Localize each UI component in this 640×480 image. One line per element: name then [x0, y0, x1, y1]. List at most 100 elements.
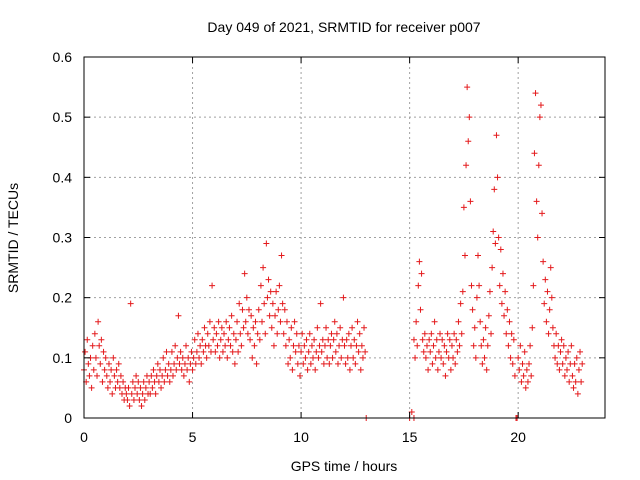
- data-point: [553, 330, 560, 337]
- data-point: [114, 378, 121, 385]
- data-point: [574, 390, 581, 397]
- data-point: [501, 312, 508, 319]
- data-point: [147, 390, 154, 397]
- data-point: [308, 342, 315, 349]
- data-point: [192, 360, 199, 367]
- data-point: [219, 348, 226, 355]
- data-point: [187, 360, 194, 367]
- data-point: [165, 360, 172, 367]
- data-point: [499, 270, 506, 277]
- data-point: [488, 330, 495, 337]
- data-point: [124, 396, 131, 403]
- data-point: [154, 360, 161, 367]
- data-point: [348, 342, 355, 349]
- data-point: [86, 372, 93, 379]
- data-point: [338, 354, 345, 361]
- data-point: [358, 342, 365, 349]
- data-point: [312, 366, 319, 373]
- data-point: [533, 198, 540, 205]
- data-point: [269, 300, 276, 307]
- data-point: [361, 324, 368, 331]
- data-point: [467, 198, 474, 205]
- data-point: [204, 330, 211, 337]
- data-point: [446, 336, 453, 343]
- data-point: [307, 360, 314, 367]
- data-point: [420, 348, 427, 355]
- data-point: [247, 336, 254, 343]
- data-point: [524, 378, 531, 385]
- data-point: [105, 360, 112, 367]
- data-point: [558, 336, 565, 343]
- data-point: [301, 342, 308, 349]
- data-point: [337, 324, 344, 331]
- data-point: [520, 372, 527, 379]
- data-point: [527, 342, 534, 349]
- data-point: [333, 330, 340, 337]
- data-point: [200, 348, 207, 355]
- data-point: [330, 336, 337, 343]
- data-point: [98, 336, 105, 343]
- data-point: [461, 252, 468, 259]
- data-point: [511, 372, 518, 379]
- data-point: [149, 384, 156, 391]
- data-point: [189, 366, 196, 373]
- data-point: [569, 372, 576, 379]
- data-point: [441, 342, 448, 349]
- data-point: [477, 318, 484, 325]
- data-point: [110, 354, 117, 361]
- data-point: [243, 294, 250, 301]
- data-point: [493, 132, 500, 139]
- data-point: [438, 354, 445, 361]
- data-point: [329, 354, 336, 361]
- data-point: [175, 312, 182, 319]
- data-point: [156, 366, 163, 373]
- data-point: [289, 366, 296, 373]
- data-point: [294, 360, 301, 367]
- data-point: [168, 348, 175, 355]
- data-point: [197, 342, 204, 349]
- data-point: [484, 342, 491, 349]
- data-point: [117, 372, 124, 379]
- data-point: [564, 366, 571, 373]
- data-point: [306, 330, 313, 337]
- y-tick-label: 0.4: [53, 169, 73, 185]
- data-point: [314, 324, 321, 331]
- data-point: [413, 318, 420, 325]
- data-point: [162, 366, 169, 373]
- data-point: [290, 342, 297, 349]
- data-point: [418, 270, 425, 277]
- data-point: [111, 372, 118, 379]
- data-point: [539, 210, 546, 217]
- data-point: [463, 162, 470, 169]
- x-tick-label: 15: [402, 429, 418, 445]
- data-point: [556, 366, 563, 373]
- data-point: [115, 360, 122, 367]
- data-point: [319, 336, 326, 343]
- data-point: [186, 378, 193, 385]
- data-point: [95, 318, 102, 325]
- data-point: [300, 360, 307, 367]
- data-point: [414, 342, 421, 349]
- data-point: [345, 330, 352, 337]
- data-point: [125, 384, 132, 391]
- data-point: [102, 354, 109, 361]
- data-point: [431, 318, 438, 325]
- data-point: [432, 354, 439, 361]
- data-point: [193, 348, 200, 355]
- data-point: [537, 102, 544, 109]
- data-point: [454, 348, 461, 355]
- data-point: [437, 330, 444, 337]
- data-point: [508, 330, 515, 337]
- data-point: [535, 162, 542, 169]
- data-point: [280, 330, 287, 337]
- data-point: [349, 324, 356, 331]
- y-axis-label: SRMTID / TECUs: [5, 183, 21, 293]
- data-point: [464, 84, 471, 91]
- x-axis-label: GPS time / hours: [291, 458, 398, 474]
- data-point: [286, 336, 293, 343]
- data-point: [427, 348, 434, 355]
- data-point: [429, 360, 436, 367]
- data-point: [315, 354, 322, 361]
- data-point: [311, 336, 318, 343]
